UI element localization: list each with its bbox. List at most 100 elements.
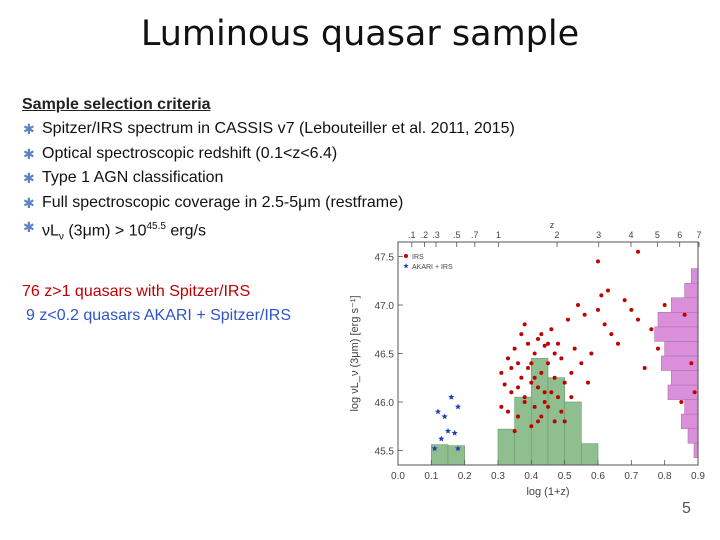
irs-data-point bbox=[682, 312, 687, 317]
irs-data-point bbox=[532, 351, 537, 356]
quasar-figure: 0.0 0.1 0.2 0.3 0.4 0.5 0.6 0.7 0.8 0.9 45.5 46.0 46… bbox=[340, 222, 710, 522]
akari-count: 9 z<0.2 quasars AKARI + Spitzer/IRS bbox=[26, 307, 292, 324]
x-tick-label: 0.8 bbox=[658, 471, 672, 482]
top-tick-label: 3 bbox=[596, 230, 601, 240]
irs-data-point bbox=[522, 395, 527, 400]
irs-data-point bbox=[519, 375, 524, 380]
luminosity-hist-bar bbox=[664, 341, 699, 357]
irs-data-point bbox=[582, 312, 587, 317]
irs-data-point bbox=[512, 346, 517, 351]
irs-data-point bbox=[536, 385, 540, 390]
irs-data-point bbox=[576, 303, 580, 308]
irs-data-point bbox=[642, 366, 647, 371]
legend-akari-label: AKARI + IRS bbox=[412, 264, 453, 271]
irs-data-point bbox=[542, 399, 547, 404]
luminosity-hist-bar bbox=[657, 311, 699, 328]
irs-data-point bbox=[512, 429, 517, 434]
irs-data-point bbox=[599, 293, 604, 298]
irs-data-point bbox=[596, 259, 600, 264]
top-tick-label: .7 bbox=[471, 230, 479, 240]
irs-data-point bbox=[526, 341, 530, 346]
redshift-hist-bar bbox=[564, 401, 582, 466]
irs-data-point bbox=[629, 307, 634, 312]
irs-data-point bbox=[549, 327, 554, 332]
selection-criteria: Sample selection criteria ✱ Spitzer/IRS s… bbox=[22, 96, 642, 250]
luminosity-redshift-plot: 0.0 0.1 0.2 0.3 0.4 0.5 0.6 0.7 0.8 0.945.546.046… bbox=[349, 222, 705, 498]
irs-data-point bbox=[622, 298, 627, 303]
irs-data-point bbox=[546, 341, 550, 346]
x-tick-label: 0.3 bbox=[491, 471, 505, 482]
top-axis-label: z bbox=[550, 222, 555, 230]
x-tick-label: 0.1 bbox=[424, 471, 438, 482]
top-tick-label: .2 bbox=[421, 230, 429, 240]
criteria-heading: Sample selection criteria bbox=[22, 96, 211, 113]
asterisk-bullet-icon: ✱ bbox=[23, 145, 35, 162]
irs-data-point bbox=[572, 346, 577, 351]
asterisk-bullet-icon: ✱ bbox=[23, 121, 35, 137]
irs-data-point bbox=[559, 409, 564, 414]
irs-data-point bbox=[656, 346, 660, 351]
irs-data-point bbox=[506, 409, 510, 414]
x-tick-label: 0.4 bbox=[524, 471, 538, 482]
luminosity-hist-bar bbox=[687, 428, 699, 444]
legend-akari-marker bbox=[403, 263, 409, 269]
irs-data-point bbox=[606, 288, 610, 293]
irs-data-point bbox=[522, 399, 527, 404]
luminosity-hist-bar bbox=[684, 399, 699, 415]
redshift-hist-bar bbox=[581, 443, 599, 466]
irs-data-point bbox=[499, 404, 504, 409]
slide-title: Luminous quasar sample bbox=[140, 14, 580, 54]
top-tick-label: 7 bbox=[697, 230, 702, 240]
asterisk-bullet-icon: ✱ bbox=[23, 219, 35, 235]
irs-data-point bbox=[662, 303, 667, 308]
irs-count: 76 z>1 quasars with Spitzer/IRS bbox=[22, 283, 251, 300]
irs-data-point bbox=[596, 307, 600, 312]
irs-data-point bbox=[556, 341, 560, 346]
irs-data-point bbox=[516, 414, 520, 419]
irs-data-point bbox=[609, 332, 614, 337]
irs-data-point bbox=[509, 390, 514, 395]
legend-irs-marker bbox=[404, 254, 408, 258]
irs-data-point bbox=[529, 380, 534, 385]
x-tick-label: 0.2 bbox=[458, 471, 472, 482]
criteria-list: ✱ Spitzer/IRS spectrum in CASSIS v7 (Lebo… bbox=[22, 117, 642, 250]
x-tick-label: 0.5 bbox=[558, 471, 572, 482]
irs-data-point bbox=[636, 249, 640, 254]
akari-data-point bbox=[431, 445, 438, 452]
irs-data-point bbox=[509, 366, 514, 371]
redshift-hist-bar bbox=[497, 428, 515, 466]
top-tick-label: 1 bbox=[496, 230, 501, 240]
top-tick-label: 2 bbox=[555, 230, 560, 240]
irs-data-point bbox=[526, 366, 530, 371]
irs-data-point bbox=[536, 419, 540, 424]
irs-data-point bbox=[529, 361, 534, 366]
irs-data-point bbox=[566, 317, 570, 322]
irs-data-point bbox=[559, 356, 564, 361]
page-number: 5 bbox=[682, 500, 691, 517]
irs-data-point bbox=[579, 361, 584, 366]
irs-data-point bbox=[552, 419, 557, 424]
luminosity-hist-bar bbox=[671, 370, 699, 386]
luminosity-hist-bar bbox=[671, 297, 699, 313]
y-tick-label: 47.5 bbox=[375, 253, 395, 264]
top-tick-label: .3 bbox=[432, 230, 440, 240]
irs-data-point bbox=[502, 382, 507, 387]
irs-data-point bbox=[556, 395, 560, 400]
irs-data-point bbox=[586, 380, 590, 385]
irs-data-point bbox=[506, 356, 510, 361]
x-tick-label: 0.6 bbox=[591, 471, 605, 482]
irs-data-point bbox=[562, 419, 567, 424]
x-tick-label: 0.7 bbox=[624, 471, 638, 482]
criterion-item: ✱ Spitzer/IRS spectrum in CASSIS v7 (Lebo… bbox=[22, 117, 642, 142]
irs-data-point bbox=[552, 375, 557, 380]
irs-data-point bbox=[649, 327, 654, 332]
criterion-item: ✱ Full spectroscopic coverage in 2.5-5μm … bbox=[22, 191, 642, 216]
irs-data-point bbox=[539, 414, 544, 419]
irs-data-point bbox=[679, 399, 684, 404]
irs-data-point bbox=[516, 361, 520, 366]
irs-data-point bbox=[569, 370, 574, 375]
luminosity-hist-bar bbox=[654, 326, 699, 342]
irs-data-point bbox=[636, 317, 640, 322]
top-tick-label: 6 bbox=[677, 230, 682, 240]
akari-data-point bbox=[448, 393, 455, 400]
